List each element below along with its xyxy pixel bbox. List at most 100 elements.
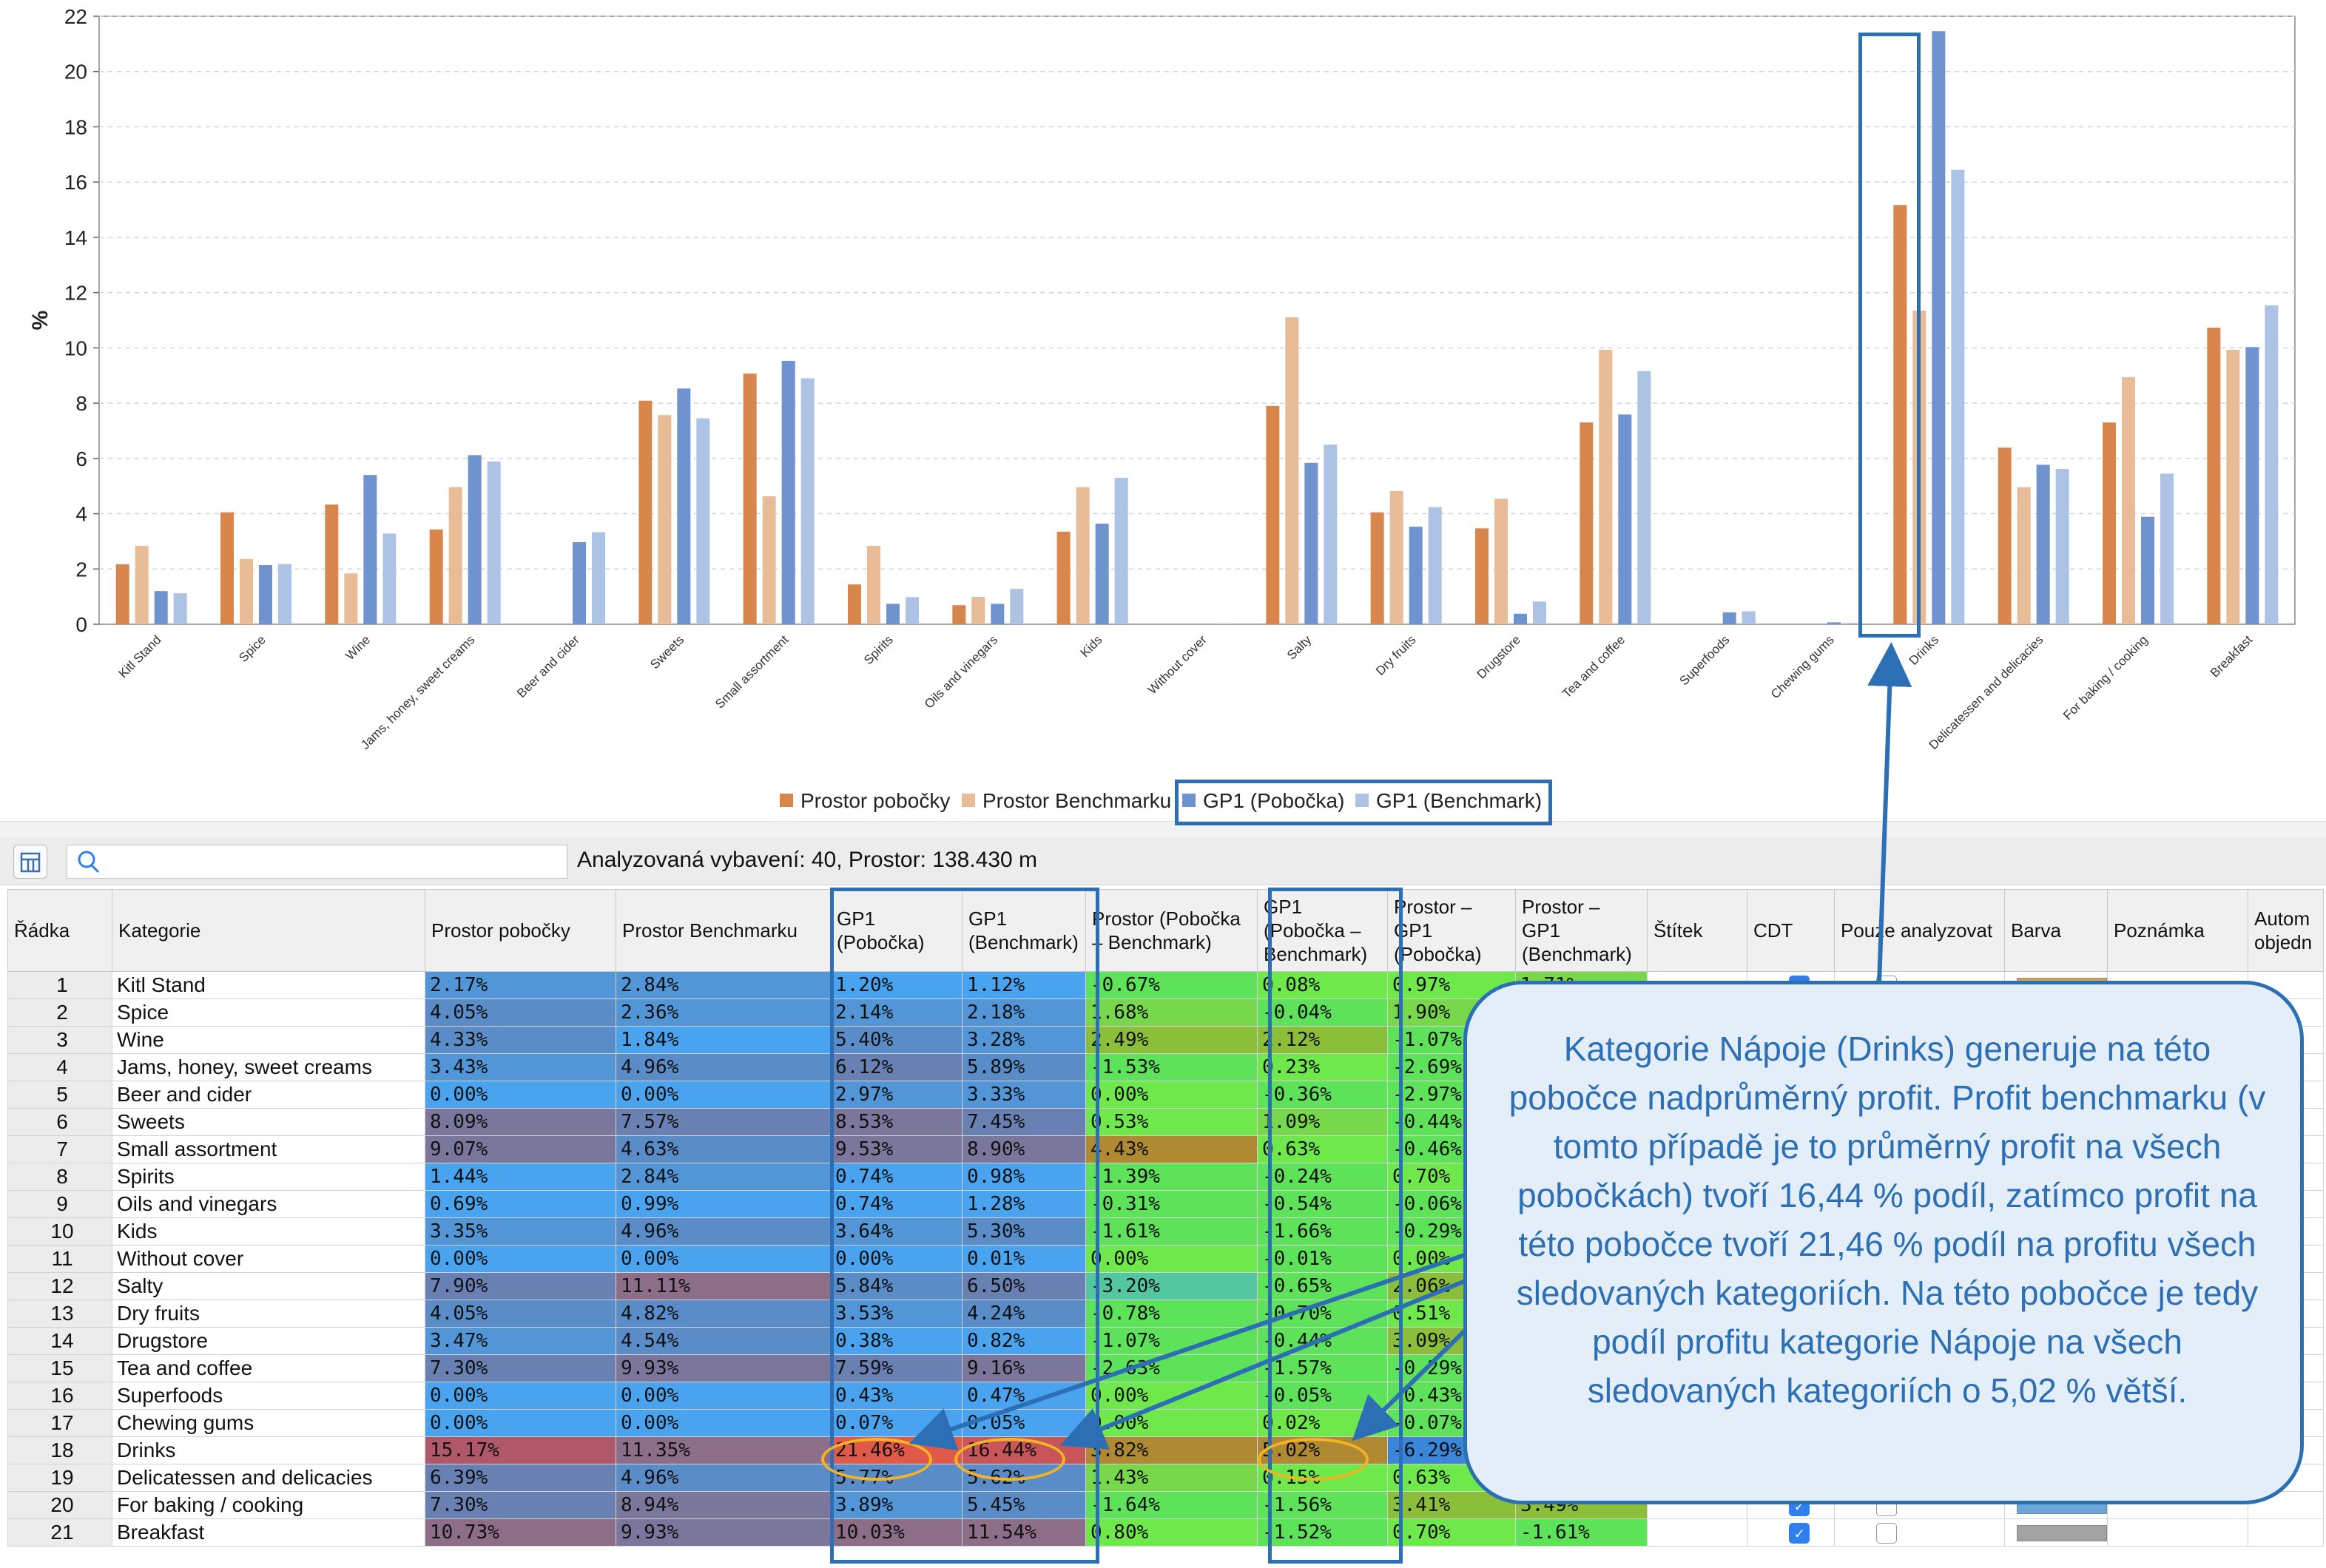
category-cell[interactable]: Delicatessen and delicacies [112, 1464, 425, 1492]
value-cell-gp[interactable]: 2.14% [830, 998, 963, 1027]
value-cell-dg[interactable]: -0.70% [1257, 1300, 1388, 1328]
value-cell-gb[interactable]: 5.89% [962, 1053, 1086, 1081]
value-cell-gp[interactable]: 3.53% [830, 1300, 963, 1328]
value-cell-gp[interactable]: 6.12% [830, 1053, 963, 1081]
value-cell-pb[interactable]: 0.00% [616, 1382, 831, 1410]
value-cell-gp[interactable]: 3.89% [830, 1491, 963, 1519]
value-cell-gp[interactable]: 0.74% [830, 1163, 963, 1191]
category-cell[interactable]: Drinks [112, 1436, 425, 1464]
value-cell-dp[interactable]: -1.53% [1085, 1053, 1258, 1081]
category-cell[interactable]: Spirits [112, 1163, 425, 1191]
value-cell-dg[interactable]: -0.36% [1257, 1081, 1388, 1109]
value-cell-pp[interactable]: 0.69% [425, 1190, 616, 1218]
value-cell-pb[interactable]: 0.99% [616, 1190, 831, 1218]
category-cell[interactable]: Jams, honey, sweet creams [112, 1053, 425, 1081]
stitek-cell[interactable] [1647, 1518, 1747, 1547]
value-cell-gb[interactable]: 8.90% [962, 1135, 1086, 1163]
value-cell-pb[interactable]: 4.82% [616, 1300, 831, 1328]
value-cell-gb[interactable]: 2.18% [962, 998, 1086, 1027]
category-cell[interactable]: Sweets [112, 1108, 425, 1136]
value-cell-dp[interactable]: 0.80% [1085, 1518, 1258, 1547]
col-header-poznamka[interactable]: Poznámka [2107, 889, 2248, 972]
value-cell-gb[interactable]: 1.28% [962, 1190, 1086, 1218]
value-cell-gp[interactable]: 2.97% [830, 1081, 963, 1109]
category-cell[interactable]: Without cover [112, 1245, 425, 1273]
value-cell-pb[interactable]: 7.57% [616, 1108, 831, 1136]
value-cell-pp[interactable]: 4.05% [425, 998, 616, 1027]
category-cell[interactable]: Small assortment [112, 1135, 425, 1163]
value-cell-gb[interactable]: 16.44% [962, 1436, 1086, 1464]
value-cell-dp[interactable]: -1.61% [1085, 1217, 1258, 1246]
value-cell-dg[interactable]: -0.04% [1257, 998, 1388, 1027]
value-cell-gp[interactable]: 0.00% [830, 1245, 963, 1273]
value-cell-pb[interactable]: 9.93% [616, 1518, 831, 1547]
category-cell[interactable]: Kitl Stand [112, 971, 425, 999]
col-header-gp1-benchmark[interactable]: GP1 (Benchmark) [962, 889, 1086, 972]
value-cell-pp[interactable]: 9.07% [425, 1135, 616, 1163]
value-cell-pb[interactable]: 11.35% [616, 1436, 831, 1464]
col-header-radka[interactable]: Řádka [7, 889, 112, 972]
value-cell-pb[interactable]: 4.96% [616, 1053, 831, 1081]
value-cell-pb[interactable]: 4.63% [616, 1135, 831, 1163]
poznamka-cell[interactable] [2107, 1518, 2248, 1547]
pouze-cell[interactable] [1834, 1518, 2005, 1547]
value-cell-pp[interactable]: 0.00% [425, 1245, 616, 1273]
value-cell-dg[interactable]: 0.63% [1257, 1135, 1388, 1163]
value-cell-pp[interactable]: 4.05% [425, 1300, 616, 1328]
value-cell-gp[interactable]: 5.77% [830, 1464, 963, 1492]
category-cell[interactable]: Wine [112, 1026, 425, 1054]
value-cell-gb[interactable]: 6.50% [962, 1272, 1086, 1300]
value-cell-gb[interactable]: 0.82% [962, 1327, 1086, 1355]
value-cell-dp[interactable]: 2.49% [1085, 1026, 1258, 1054]
value-cell-gp[interactable]: 8.53% [830, 1108, 963, 1136]
value-cell-pb[interactable]: 2.84% [616, 1163, 831, 1191]
value-cell-gb[interactable]: 5.45% [962, 1491, 1086, 1519]
value-cell-dp[interactable]: 1.43% [1085, 1464, 1258, 1492]
value-cell-gp[interactable]: 5.84% [830, 1272, 963, 1300]
value-cell-pp[interactable]: 6.39% [425, 1464, 616, 1492]
table-settings-icon[interactable] [13, 845, 47, 879]
value-cell-pb[interactable]: 0.00% [616, 1245, 831, 1273]
search-input[interactable] [109, 848, 556, 875]
value-cell-pp[interactable]: 0.00% [425, 1081, 616, 1109]
value-cell-gb[interactable]: 1.12% [962, 971, 1086, 999]
value-cell-dg[interactable]: 0.23% [1257, 1053, 1388, 1081]
value-cell-dg[interactable]: 0.15% [1257, 1464, 1388, 1492]
value-cell-gp[interactable]: 0.43% [830, 1382, 963, 1410]
value-cell-pp[interactable]: 3.35% [425, 1217, 616, 1246]
value-cell-gb[interactable]: 0.05% [962, 1409, 1086, 1437]
value-cell-pb[interactable]: 4.54% [616, 1327, 831, 1355]
value-cell-dp[interactable]: 1.68% [1085, 998, 1258, 1027]
value-cell-gb[interactable]: 11.54% [962, 1518, 1086, 1547]
value-cell-pb[interactable]: 8.94% [616, 1491, 831, 1519]
value-cell-dp[interactable]: -0.78% [1085, 1300, 1258, 1328]
value-cell-dg[interactable]: -0.24% [1257, 1163, 1388, 1191]
col-header-pouze-analyzovat[interactable]: Pouze analyzovat [1834, 889, 2005, 972]
value-cell-pp[interactable]: 7.30% [425, 1354, 616, 1382]
value-cell-pp[interactable]: 7.90% [425, 1272, 616, 1300]
value-cell-pb[interactable]: 2.84% [616, 971, 831, 999]
value-cell-dp[interactable]: 0.00% [1085, 1409, 1258, 1437]
value-cell-dp[interactable]: -1.64% [1085, 1491, 1258, 1519]
value-cell-gp[interactable]: 1.20% [830, 971, 963, 999]
category-cell[interactable]: For baking / cooking [112, 1491, 425, 1519]
col-header-autom[interactable]: Autom objedn [2248, 889, 2324, 972]
value-cell-dg[interactable]: -1.66% [1257, 1217, 1388, 1246]
value-cell-dp[interactable]: -0.31% [1085, 1190, 1258, 1218]
value-cell-dg[interactable]: -0.01% [1257, 1245, 1388, 1273]
value-cell-dp[interactable]: -1.39% [1085, 1163, 1258, 1191]
value-cell-gb[interactable]: 5.30% [962, 1217, 1086, 1246]
category-cell[interactable]: Chewing gums [112, 1409, 425, 1437]
value-cell-pp[interactable]: 8.09% [425, 1108, 616, 1136]
value-cell-dg[interactable]: 1.09% [1257, 1108, 1388, 1136]
value-cell-pp[interactable]: 4.33% [425, 1026, 616, 1054]
value-cell-pb[interactable]: 4.96% [616, 1217, 831, 1246]
value-cell-gp[interactable]: 9.53% [830, 1135, 963, 1163]
value-cell-pp[interactable]: 2.17% [425, 971, 616, 999]
table-row[interactable]: 21 Breakfast 10.73% 9.93% 10.03% 11.54% 0.80% -… [7, 1518, 2324, 1547]
value-cell-pb[interactable]: 1.84% [616, 1026, 831, 1054]
col-header-stitek[interactable]: Štítek [1647, 889, 1747, 972]
value-cell-pb[interactable]: 11.11% [616, 1272, 831, 1300]
pouze-checkbox[interactable] [1876, 1522, 1897, 1544]
value-cell-gb[interactable]: 9.16% [962, 1354, 1086, 1382]
